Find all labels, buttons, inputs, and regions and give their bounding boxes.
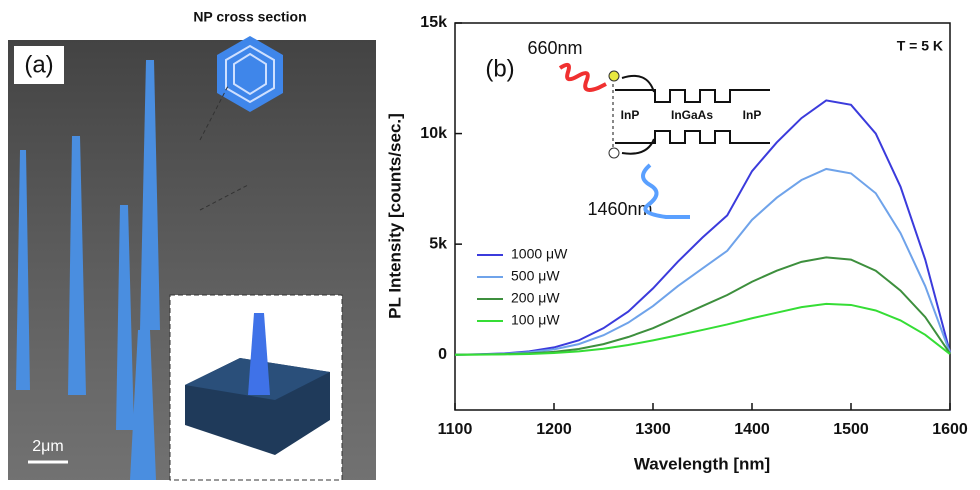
hole [609,148,619,158]
layer: InP [621,108,640,122]
y-tick-label: 0 [438,346,447,363]
x-tick-label: 1200 [536,421,572,438]
emission: 1460nm [587,199,652,219]
x-tick-label: 1600 [932,421,968,438]
y-tick-label: 5k [429,235,447,252]
legend-label: 100 μW [511,312,560,328]
temperature: T = 5 K [897,38,943,54]
y-axis-title: PL Intensity [counts/sec.] [385,113,404,319]
layer: InP [743,108,762,122]
excitation: 660nm [527,38,582,58]
x-tick-label: 1400 [734,421,770,438]
panel-label: (b) [485,55,514,82]
electron [609,71,619,81]
panel-a: (a) NP cross section 2μm [8,9,376,480]
x-tick-label: 1100 [438,421,473,438]
x-tick-label: 1500 [833,421,869,438]
legend-label: 200 μW [511,290,560,306]
y-tick-label: 15k [420,14,447,31]
panel-label: (a) [24,51,53,78]
x-tick-label: 1300 [635,421,671,438]
excitation-arrow [560,65,606,90]
y-tick-label: 10k [420,125,447,142]
layer: InGaAs [671,108,713,122]
x-axis-title: Wavelength [nm] [634,454,770,473]
scale-label: 2μm [32,438,63,455]
legend-label: 500 μW [511,268,560,284]
legend-label: 1000 μW [511,246,568,262]
inset-title: NP cross section [193,9,306,25]
figure: (a) NP cross section 2μm (b) T = 5 K 660… [0,0,980,485]
